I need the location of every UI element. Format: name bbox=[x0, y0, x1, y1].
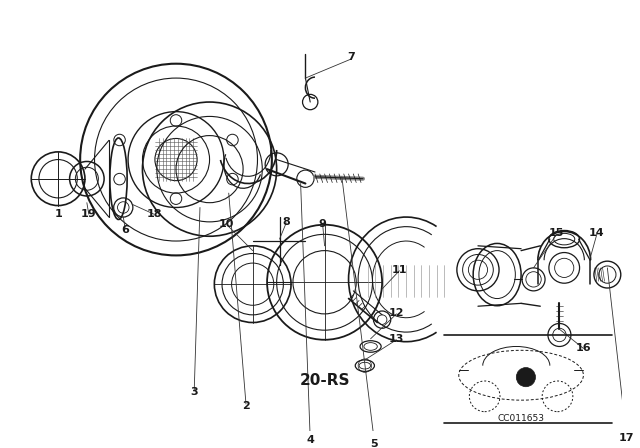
Text: 13: 13 bbox=[388, 334, 404, 344]
Text: 6: 6 bbox=[121, 224, 129, 235]
Text: 8: 8 bbox=[282, 217, 290, 227]
Text: 5: 5 bbox=[371, 439, 378, 448]
Text: 20-RS: 20-RS bbox=[300, 373, 350, 388]
Text: 15: 15 bbox=[549, 228, 564, 238]
Text: 18: 18 bbox=[146, 209, 162, 219]
Text: 1: 1 bbox=[54, 209, 62, 219]
Text: 11: 11 bbox=[392, 265, 407, 275]
Text: 14: 14 bbox=[589, 228, 605, 238]
Text: CC011653: CC011653 bbox=[497, 414, 545, 423]
Text: 10: 10 bbox=[219, 219, 234, 229]
Circle shape bbox=[516, 367, 536, 387]
Text: 9: 9 bbox=[319, 219, 326, 229]
Text: 4: 4 bbox=[307, 435, 314, 445]
Text: 16: 16 bbox=[575, 344, 591, 353]
Text: 3: 3 bbox=[191, 388, 198, 397]
Text: 7: 7 bbox=[348, 52, 355, 62]
Text: 17: 17 bbox=[619, 432, 634, 443]
Text: 19: 19 bbox=[81, 209, 97, 219]
Text: 12: 12 bbox=[388, 308, 404, 318]
Text: 2: 2 bbox=[242, 401, 250, 411]
